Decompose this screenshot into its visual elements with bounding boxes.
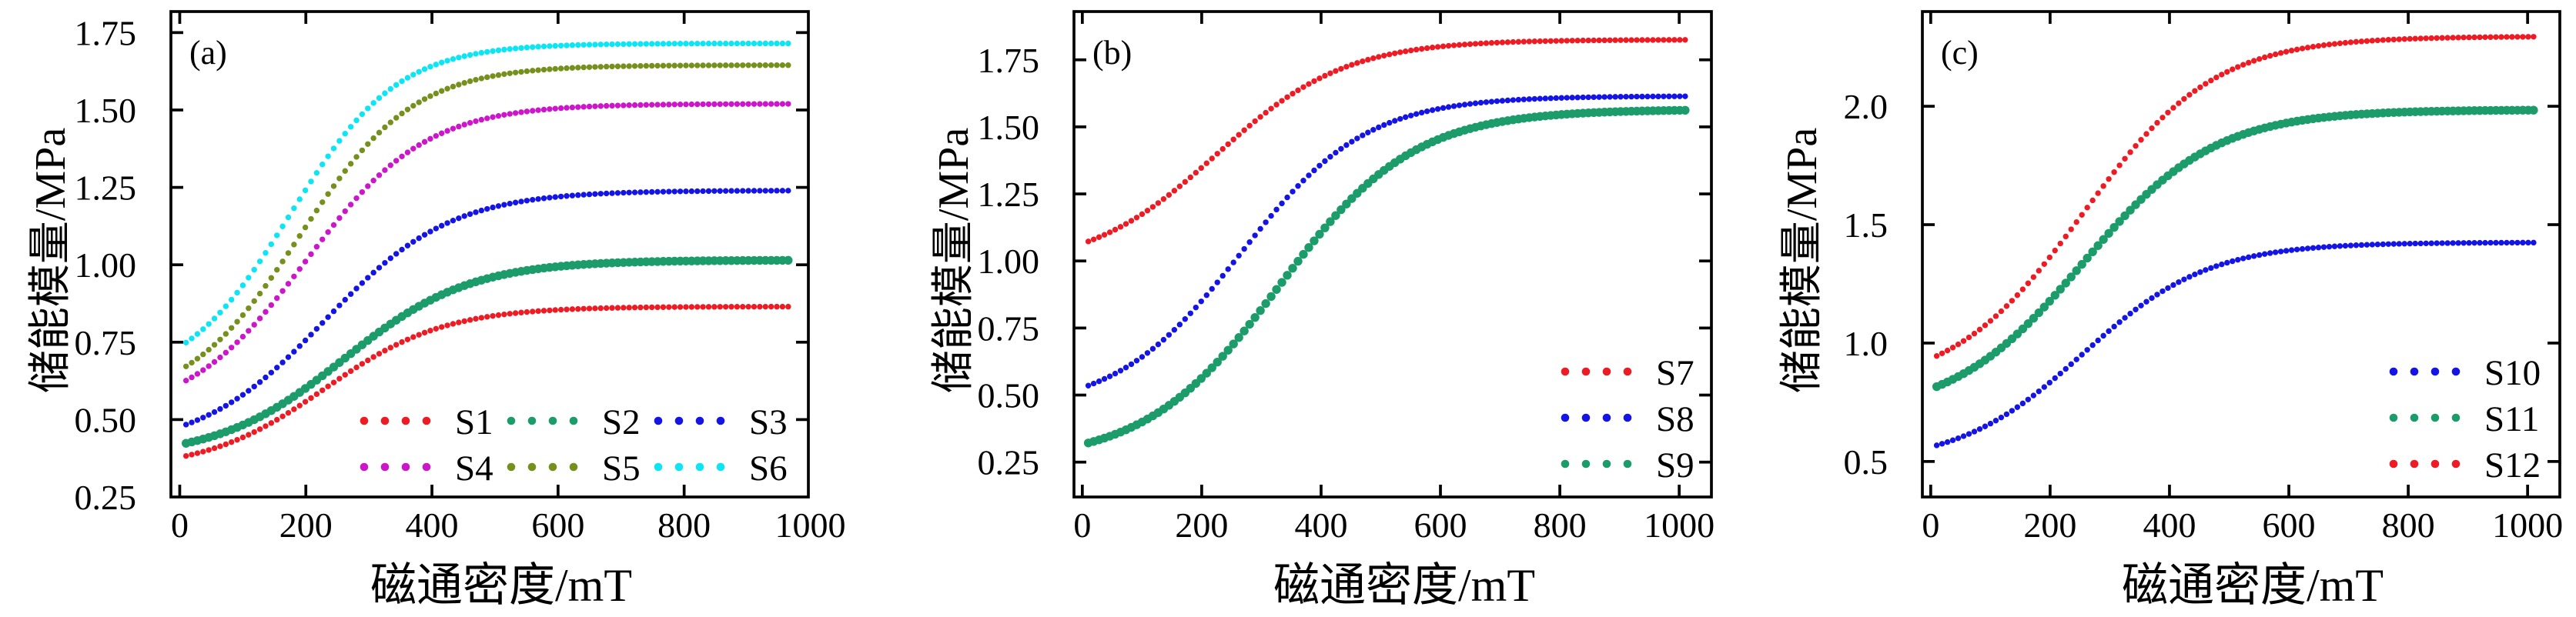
svg-text:储能模量/MPa: 储能模量/MPa <box>27 128 75 393</box>
svg-text:0.25: 0.25 <box>978 443 1040 482</box>
svg-text:S6: S6 <box>749 449 788 489</box>
svg-text:(c): (c) <box>1941 34 1979 72</box>
svg-text:(a): (a) <box>189 34 227 72</box>
svg-text:1.50: 1.50 <box>75 91 137 130</box>
svg-text:800: 800 <box>657 505 711 545</box>
svg-text:200: 200 <box>1175 505 1228 545</box>
svg-text:1.25: 1.25 <box>75 168 137 208</box>
svg-text:800: 800 <box>1534 505 1587 545</box>
svg-text:1.0: 1.0 <box>1844 324 1889 363</box>
svg-text:0.50: 0.50 <box>978 376 1040 415</box>
svg-text:600: 600 <box>1414 505 1467 545</box>
svg-text:磁通密度/mT: 磁通密度/mT <box>1273 560 1535 611</box>
svg-text:1.75: 1.75 <box>978 41 1040 80</box>
svg-text:1.00: 1.00 <box>978 242 1040 281</box>
svg-text:1.5: 1.5 <box>1844 205 1889 245</box>
svg-text:200: 200 <box>279 505 333 545</box>
svg-text:1000: 1000 <box>774 505 845 545</box>
svg-text:1000: 1000 <box>2492 505 2563 545</box>
svg-text:储能模量/MPa: 储能模量/MPa <box>1778 128 1826 393</box>
svg-text:0.5: 0.5 <box>1844 442 1889 482</box>
svg-text:0: 0 <box>1073 505 1091 545</box>
svg-text:S4: S4 <box>455 449 493 489</box>
svg-text:0: 0 <box>171 505 189 545</box>
svg-text:1000: 1000 <box>1644 505 1715 545</box>
svg-text:600: 600 <box>531 505 584 545</box>
svg-text:S7: S7 <box>1656 353 1694 393</box>
svg-text:400: 400 <box>2143 505 2196 545</box>
svg-text:1.75: 1.75 <box>75 13 137 52</box>
svg-text:1.50: 1.50 <box>978 108 1040 147</box>
svg-text:S9: S9 <box>1656 445 1694 485</box>
svg-text:S11: S11 <box>2484 399 2539 439</box>
svg-text:0.75: 0.75 <box>75 323 137 362</box>
svg-text:2.0: 2.0 <box>1844 87 1889 126</box>
svg-text:磁通密度/mT: 磁通密度/mT <box>370 560 632 611</box>
svg-text:S8: S8 <box>1656 399 1694 439</box>
svg-text:S10: S10 <box>2484 353 2541 393</box>
svg-text:S2: S2 <box>602 402 641 442</box>
svg-text:400: 400 <box>406 505 459 545</box>
svg-text:S5: S5 <box>602 449 641 489</box>
svg-text:磁通密度/mT: 磁通密度/mT <box>2122 560 2384 611</box>
svg-text:储能模量/MPa: 储能模量/MPa <box>930 128 978 393</box>
svg-text:0: 0 <box>1922 505 1939 545</box>
svg-text:0.50: 0.50 <box>75 400 137 439</box>
svg-text:1.00: 1.00 <box>75 245 137 285</box>
svg-text:S12: S12 <box>2484 445 2541 485</box>
svg-text:1.25: 1.25 <box>978 175 1040 214</box>
svg-text:800: 800 <box>2382 505 2435 545</box>
svg-text:400: 400 <box>1294 505 1347 545</box>
svg-text:600: 600 <box>2263 505 2316 545</box>
svg-text:200: 200 <box>2023 505 2076 545</box>
svg-text:0.75: 0.75 <box>978 308 1040 348</box>
svg-text:S3: S3 <box>749 402 788 442</box>
svg-text:0.25: 0.25 <box>75 478 137 517</box>
svg-text:S1: S1 <box>455 402 493 442</box>
svg-text:(b): (b) <box>1092 34 1132 72</box>
